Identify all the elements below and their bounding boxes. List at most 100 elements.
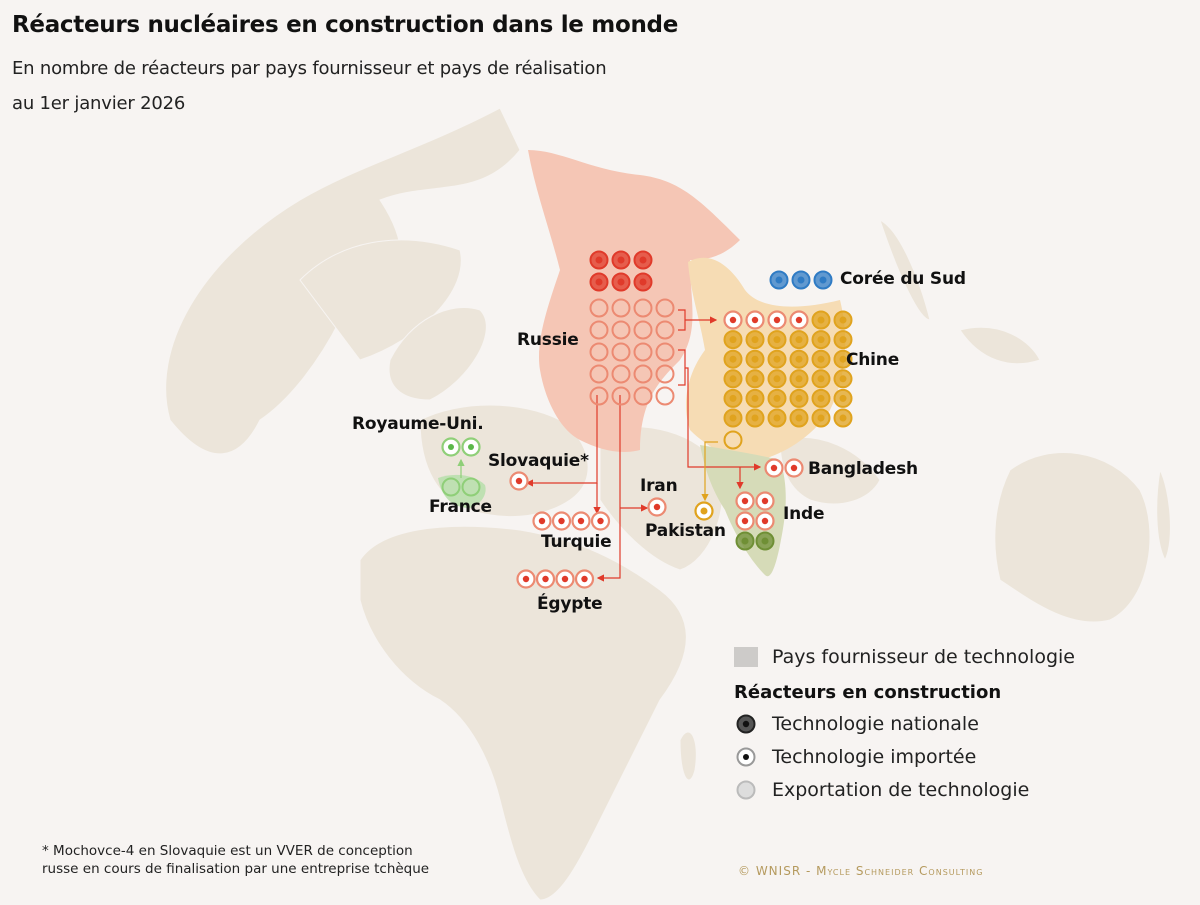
legend-national: Technologie nationale: [734, 707, 1075, 740]
label-pakistan: Pakistan: [645, 521, 726, 541]
reactor-national-icon: [811, 349, 831, 369]
reactor-export-icon: [461, 477, 481, 497]
reactor-national-icon: [811, 388, 831, 408]
china-supplier-shape: [685, 257, 846, 461]
reactor-export-icon: [655, 298, 675, 318]
reactor-export-icon: [611, 298, 631, 318]
reactor-imported-icon: [441, 437, 461, 457]
legend-title: Réacteurs en construction: [734, 681, 1002, 703]
reactor-national-icon: [791, 270, 811, 290]
label-korea: Corée du Sud: [840, 269, 966, 289]
reactor-imported-icon: [723, 310, 743, 330]
reactor-export-icon: [633, 386, 653, 406]
greenland-shape: [388, 306, 487, 401]
reactor-national-icon: [833, 388, 853, 408]
reactor-imported-icon: [532, 511, 552, 531]
reactor-export-icon: [633, 364, 653, 384]
reactor-national-icon: [767, 408, 787, 428]
reactor-export-icon: [655, 320, 675, 340]
reactor-national-icon: [633, 250, 653, 270]
reactor-national-icon: [745, 388, 765, 408]
reactor-national-icon: [723, 408, 743, 428]
reactor-national-icon: [811, 310, 831, 330]
reactor-national-icon: [767, 388, 787, 408]
reactor-national-icon: [611, 272, 631, 292]
chart-title: Réacteurs nucléaires en construction dan…: [12, 12, 679, 38]
reactor-national-icon: [723, 330, 743, 350]
reactor-export-icon: [611, 342, 631, 362]
reactor-export-icon: [441, 477, 461, 497]
reactor-national-icon: [723, 388, 743, 408]
africa-shape: [359, 525, 687, 901]
reactor-national-icon: [755, 531, 775, 551]
label-uk: Royaume-Uni.: [352, 414, 484, 434]
label-india: Inde: [783, 504, 825, 524]
reactor-national-icon: [611, 250, 631, 270]
legend-export: Exportation de technologie: [734, 773, 1075, 806]
credit: © WNISR - Mycle Schneider Consulting: [738, 864, 984, 878]
reactor-imported-icon: [516, 569, 536, 589]
national-tech-icon: [736, 714, 756, 733]
reactor-export-icon: [611, 386, 631, 406]
reactor-national-icon: [789, 330, 809, 350]
label-russia: Russie: [517, 330, 579, 350]
reactor-imported-icon: [694, 501, 714, 521]
reactor-national-icon: [589, 272, 609, 292]
reactor-export-icon: [589, 342, 609, 362]
label-turkey: Turquie: [541, 532, 612, 552]
reactor-national-icon: [833, 369, 853, 389]
reactor-national-icon: [745, 369, 765, 389]
legend: Pays fournisseur de technologie Réacteur…: [734, 640, 1075, 806]
reactor-export-icon: [611, 364, 631, 384]
reactor-national-icon: [833, 408, 853, 428]
label-france: France: [429, 497, 492, 517]
reactor-national-icon: [589, 250, 609, 270]
reactor-export-icon: [589, 386, 609, 406]
reactor-national-icon: [769, 270, 789, 290]
reactor-national-icon: [813, 270, 833, 290]
chart-subtitle-line2: au 1er janvier 2026: [12, 93, 186, 114]
export-tech-icon: [736, 780, 756, 799]
reactor-imported-icon: [590, 511, 611, 531]
reactor-imported-icon: [784, 458, 804, 478]
reactor-national-icon: [745, 408, 765, 428]
reactor-imported-icon: [509, 471, 529, 491]
reactor-national-icon: [767, 369, 787, 389]
reactor-imported-icon: [764, 458, 784, 478]
reactor-national-icon: [767, 330, 787, 350]
legend-imported: Technologie importée: [734, 740, 1075, 773]
label-bangladesh: Bangladesh: [808, 459, 918, 479]
reactor-imported-icon: [745, 310, 765, 330]
reactor-export-icon: [589, 298, 609, 318]
reactor-export-icon: [655, 364, 675, 384]
footnote: * Mochovce-4 en Slovaquie est un VVER de…: [42, 843, 430, 877]
reactor-imported-icon: [735, 511, 755, 531]
reactor-export-icon: [633, 320, 653, 340]
label-egypt: Égypte: [537, 594, 603, 614]
reactor-imported-icon: [755, 491, 775, 511]
reactor-national-icon: [745, 330, 765, 350]
reactor-imported-icon: [735, 491, 755, 511]
russia-export-reactors: [589, 298, 675, 406]
reactor-national-icon: [789, 408, 809, 428]
reactor-national-icon: [811, 330, 831, 350]
korea-national-reactors: [769, 270, 833, 290]
russia-national-reactors: [589, 250, 653, 292]
reactor-national-icon: [723, 369, 743, 389]
reactor-export-icon: [723, 430, 743, 450]
reactor-imported-icon: [551, 511, 572, 531]
reactor-national-icon: [789, 388, 809, 408]
reactor-national-icon: [767, 349, 787, 369]
russia-supplier-shape: [528, 150, 740, 452]
china-pakistan-connector: [701, 441, 718, 502]
reactor-imported-icon: [647, 497, 667, 517]
label-slovakia: Slovaquie*: [488, 451, 589, 471]
reactor-national-icon: [723, 349, 743, 369]
china-reactors: [723, 310, 853, 450]
reactor-export-icon: [589, 364, 609, 384]
supplier-swatch: [734, 646, 758, 667]
reactor-export-icon: [589, 320, 609, 340]
reactor-export-icon: [611, 320, 631, 340]
reactor-national-icon: [789, 369, 809, 389]
